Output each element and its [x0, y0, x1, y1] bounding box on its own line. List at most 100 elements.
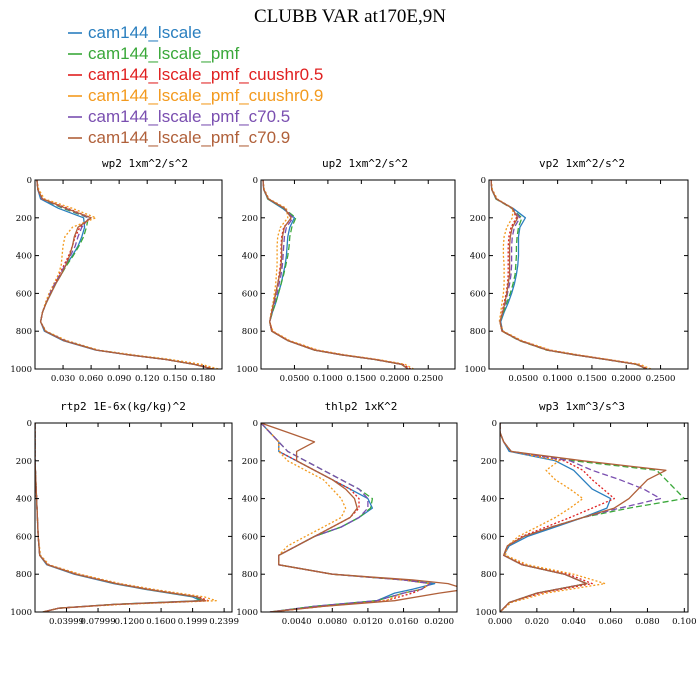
- chart-panel: wp2 1xm^2/s^2 0 200 400 600 800 1000 0.030 0.060…: [10, 157, 223, 384]
- y-tick-label: 1000: [236, 365, 258, 375]
- x-tick-label: 0.1500: [346, 374, 376, 384]
- x-tick-label: 0.040: [562, 617, 586, 627]
- y-tick-label: 600: [16, 289, 32, 299]
- series-group: [490, 180, 652, 369]
- x-tick-label: 0.000: [488, 617, 512, 627]
- legend-entry: cam144_lscale_pmf_cuushr0.5: [68, 65, 323, 84]
- series-line: [261, 423, 457, 612]
- y-tick-label: 0: [253, 419, 258, 429]
- y-tick-label: 1000: [10, 365, 32, 375]
- panel-title: thlp2 1xK^2: [325, 400, 398, 413]
- legend-label: cam144_lscale_pmf: [88, 44, 239, 63]
- axis-frame: [34, 422, 233, 613]
- x-tick-label: 0.060: [598, 617, 622, 627]
- x-tick-label: 0.080: [635, 617, 659, 627]
- y-tick-label: 600: [242, 289, 258, 299]
- axis-frame: [260, 179, 456, 370]
- legend-entry: cam144_lscale_pmf_cuushr0.9: [68, 86, 323, 105]
- chart-panel: vp2 1xm^2/s^2 0 200 400 600 800 1000 0.0500 0.10…: [464, 157, 689, 384]
- legend-entry: cam144_lscale_pmf: [68, 44, 239, 63]
- axis-frame: [34, 179, 223, 370]
- x-tick-label: 0.2000: [380, 374, 410, 384]
- y-tick-label: 800: [481, 570, 497, 580]
- y-tick-label: 400: [242, 252, 258, 262]
- y-tick-label: 800: [242, 570, 258, 580]
- series-line: [35, 423, 206, 612]
- panel-title: wp3 1xm^3/s^3: [539, 400, 625, 413]
- y-tick-label: 200: [481, 457, 497, 467]
- panel-title: vp2 1xm^2/s^2: [539, 157, 625, 170]
- x-tick-label: 0.1200: [115, 617, 145, 627]
- y-tick-label: 200: [242, 457, 258, 467]
- y-tick-label: 600: [470, 289, 486, 299]
- y-tick-label: 800: [470, 327, 486, 337]
- y-tick-label: 400: [16, 495, 32, 505]
- x-tick-label: 0.1600: [146, 617, 176, 627]
- legend-label: cam144_lscale: [88, 23, 201, 42]
- x-tick-label: 0.0160: [389, 617, 419, 627]
- chart-panel: thlp2 1xK^2 0 200 400 600 800 1000 0.0040 0.0080…: [236, 400, 458, 627]
- x-tick-label: 0.060: [79, 374, 103, 384]
- y-tick-label: 0: [27, 176, 32, 186]
- series-group: [262, 180, 414, 369]
- legend-entry: cam144_lscale_pmf_c70.9: [68, 128, 290, 147]
- y-tick-label: 800: [16, 327, 32, 337]
- series-line: [36, 180, 213, 369]
- series-group: [35, 423, 217, 612]
- axis-frame: [260, 422, 458, 613]
- y-tick-label: 600: [481, 532, 497, 542]
- legend-label: cam144_lscale_pmf_cuushr0.9: [88, 86, 323, 105]
- figure-title: CLUBB VAR at170E,9N: [254, 6, 446, 27]
- x-tick-label: 0.0500: [508, 374, 538, 384]
- legend-entry: cam144_lscale_pmf_c70.5: [68, 107, 290, 126]
- y-tick-label: 400: [481, 495, 497, 505]
- x-tick-label: 0.07999: [80, 617, 115, 627]
- x-tick-label: 0.100: [672, 617, 696, 627]
- y-tick-label: 800: [16, 570, 32, 580]
- x-tick-label: 0.1999: [178, 617, 208, 627]
- panel-title: wp2 1xm^2/s^2: [102, 157, 188, 170]
- x-tick-label: 0.120: [135, 374, 159, 384]
- y-tick-label: 200: [242, 214, 258, 224]
- series-line: [262, 180, 409, 369]
- y-tick-label: 0: [481, 176, 486, 186]
- x-tick-label: 0.0120: [353, 617, 383, 627]
- y-tick-label: 200: [16, 457, 32, 467]
- y-tick-label: 1000: [10, 608, 32, 618]
- x-tick-label: 0.0040: [282, 617, 312, 627]
- x-tick-label: 0.150: [163, 374, 187, 384]
- x-tick-label: 0.0200: [424, 617, 454, 627]
- series-line: [261, 423, 431, 612]
- legend-label: cam144_lscale_pmf_cuushr0.5: [88, 65, 323, 84]
- x-tick-label: 0.020: [525, 617, 549, 627]
- x-tick-label: 0.2500: [413, 374, 443, 384]
- y-tick-label: 400: [242, 495, 258, 505]
- axis-frame: [488, 179, 689, 370]
- y-tick-label: 400: [16, 252, 32, 262]
- y-tick-label: 0: [253, 176, 258, 186]
- series-line: [500, 423, 606, 612]
- x-tick-label: 0.1000: [313, 374, 343, 384]
- y-tick-label: 600: [242, 532, 258, 542]
- legend-label: cam144_lscale_pmf_c70.5: [88, 107, 290, 126]
- x-tick-label: 0.03999: [49, 617, 84, 627]
- y-tick-label: 600: [16, 532, 32, 542]
- legend-entry: cam144_lscale: [68, 23, 201, 42]
- y-tick-label: 0: [27, 419, 32, 429]
- x-tick-label: 0.090: [107, 374, 131, 384]
- x-tick-label: 0.2500: [646, 374, 676, 384]
- x-tick-label: 0.030: [51, 374, 75, 384]
- y-tick-label: 0: [492, 419, 497, 429]
- chart-panel: up2 1xm^2/s^2 0 200 400 600 800 1000 0.0500 0.10…: [236, 157, 456, 384]
- series-line: [490, 180, 648, 369]
- y-tick-label: 1000: [475, 608, 497, 618]
- x-tick-label: 0.2000: [611, 374, 641, 384]
- axis-frame: [499, 422, 689, 613]
- panel-title: rtp2 1E-6x(kg/kg)^2: [60, 400, 186, 413]
- x-tick-label: 0.0500: [280, 374, 310, 384]
- y-tick-label: 400: [470, 252, 486, 262]
- y-tick-label: 1000: [464, 365, 486, 375]
- x-tick-label: 0.1000: [543, 374, 573, 384]
- x-tick-label: 0.2399: [209, 617, 239, 627]
